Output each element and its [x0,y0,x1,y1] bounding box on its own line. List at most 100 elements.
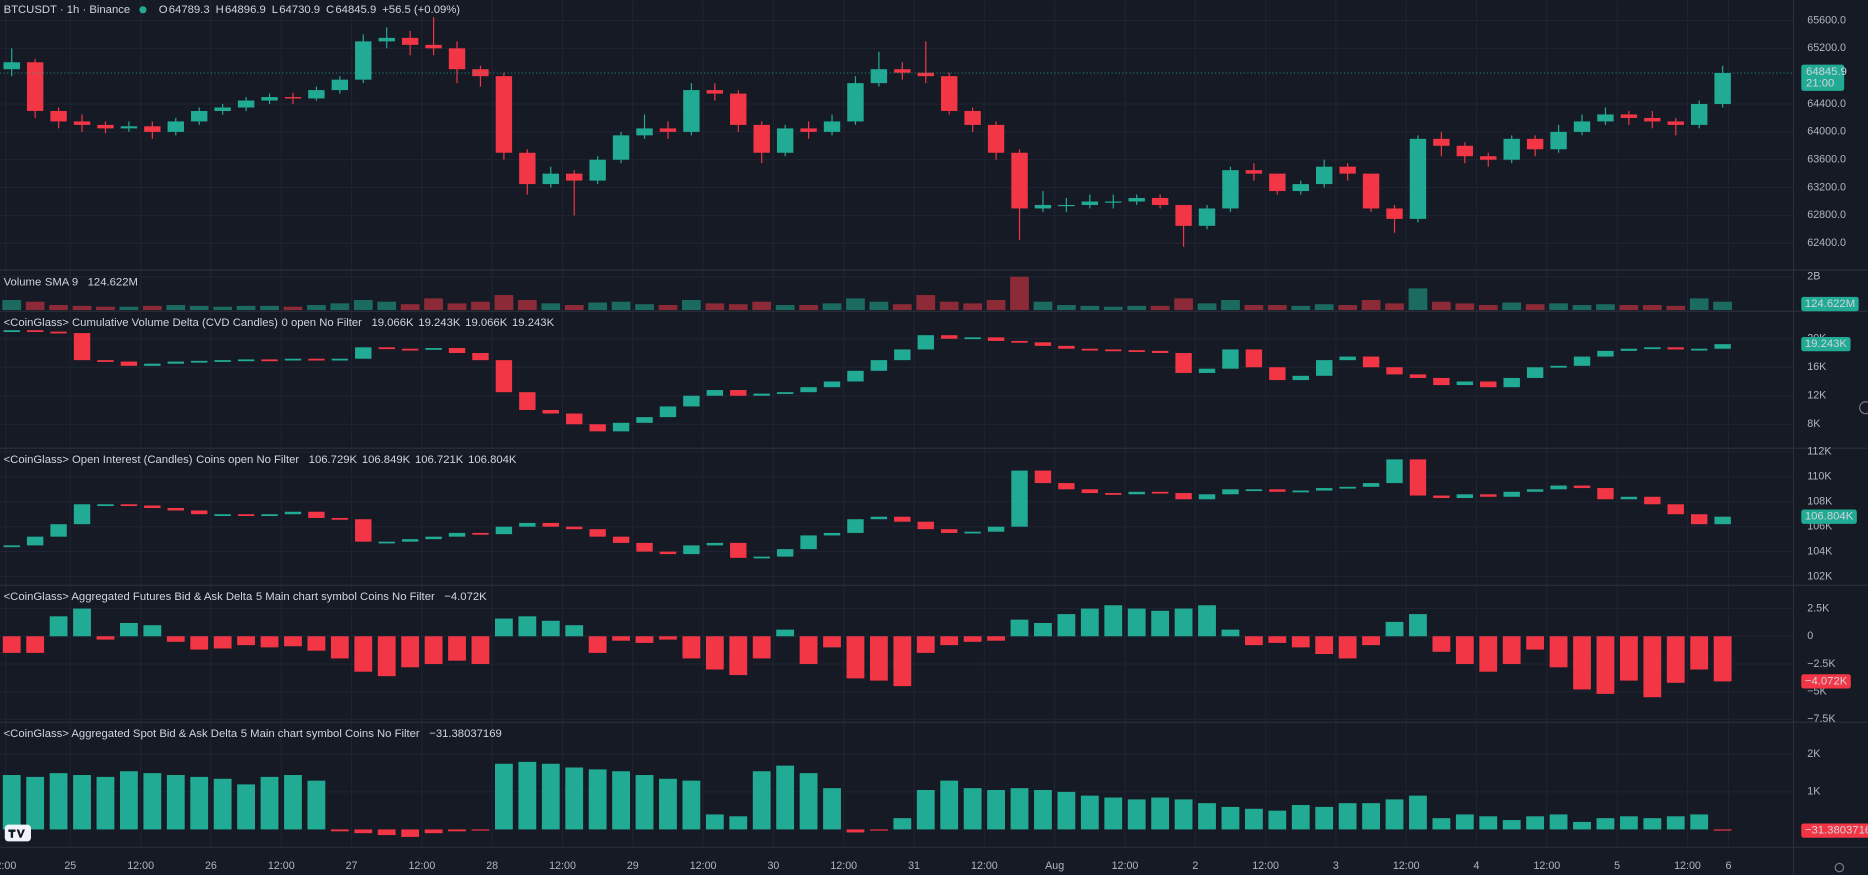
delta-bar [588,636,607,653]
x-tick-label: Aug [1045,860,1064,872]
settings-icon[interactable] [1834,862,1845,873]
delta-bar [846,829,865,833]
candle-body [1128,491,1145,495]
delta-bar [823,636,841,648]
candle-body [495,76,513,153]
volume-bar [1502,302,1522,311]
x-tick-label: 2:00 [0,860,16,872]
candle-body [284,358,302,361]
candle-body [1690,514,1708,525]
candle-body [1222,489,1239,495]
candle-body [1245,170,1263,174]
candle-body [472,532,489,535]
delta-bar [166,775,185,830]
delta-bar [659,778,677,830]
volume-bar [236,305,256,311]
pane-title: <CoinGlass> Aggregated Futures Bid & Ask… [4,591,253,603]
pane-title: <CoinGlass> Open Interest (Candles) [4,454,193,466]
delta-bar [1338,803,1357,830]
candle-body [97,360,114,362]
delta-bar [1479,816,1498,830]
candle-body [1644,496,1661,505]
delta-bar [96,776,115,830]
delta-bar [1080,608,1099,637]
candle-body [1222,170,1239,209]
last-price: 64845.9 [1806,66,1847,78]
candle-body [1081,348,1099,351]
volume-bar [353,300,373,311]
candle-body [355,41,372,80]
delta-bar [1549,814,1568,830]
delta-bar [1526,816,1545,830]
delta-bar [1432,818,1451,830]
delta-bar [1666,816,1685,830]
delta-bar [119,622,138,637]
volume-bar [1596,304,1615,311]
candle-body [847,519,864,533]
delta-bar [1198,605,1216,637]
candle-body [917,72,934,77]
x-tick-label: 12:00 [1112,860,1139,872]
ohlc-key: C [326,4,334,16]
x-tick-label: 26 [205,860,217,872]
candle-body [1667,347,1684,350]
legend-value: 106.729K [309,454,358,466]
candle-body [1151,350,1169,354]
side-handle[interactable] [1859,401,1868,415]
delta-bar [73,775,91,830]
price-change: +56.5 (+0.09%) [382,4,460,16]
delta-bar [1713,829,1732,831]
delta-bar [494,763,513,830]
delta-bar [330,636,349,659]
delta-bar [448,829,466,832]
candle-body [636,542,653,552]
legend-value: 106.804K [468,454,517,466]
pane-subtitle: 5 Main chart symbol Coins No Filter [256,591,435,603]
candle-body [1105,493,1122,495]
x-tick-label: 3 [1333,860,1339,872]
volume-bar [1432,301,1451,311]
candle-body [1034,470,1052,484]
candle-body [448,48,466,70]
candle-body [1034,342,1052,346]
candle-body [50,331,67,334]
delta-bar [1713,636,1732,682]
tv-logo[interactable] [4,824,31,842]
delta-bar [354,636,373,672]
y-tick-label: 102K [1807,570,1833,582]
candle-body [1245,349,1263,368]
candle-body [964,110,981,125]
delta-bar [1502,820,1521,830]
candle-body [964,531,981,534]
y-tick-label: 12K [1807,390,1827,402]
delta-bar [377,829,396,836]
legend-value: −4.072K [444,591,487,603]
candle-body [1456,145,1474,157]
delta-bar [213,778,232,830]
y-tick-label: 112K [1807,446,1832,458]
pane-subtitle: Coins open No Filter [196,454,299,466]
candle-body [800,128,817,132]
candle-body [917,335,934,350]
y-tick-label: 8K [1807,418,1821,430]
candle-body [1292,375,1309,381]
ohlc-key: L [272,4,278,16]
volume-bar [846,298,865,311]
delta-bar [893,636,912,687]
volume-bar [283,306,303,311]
candle-body [1526,138,1544,150]
delta-bar [330,829,349,832]
candle-body [495,360,513,393]
candle-body [214,514,231,517]
delta-bar [260,776,279,830]
sma-value: 124.622M [88,277,138,289]
candle-body [987,124,1005,153]
volume-bar [588,302,608,311]
volume-bar [447,303,467,311]
candle-body [97,504,114,507]
delta-bar [541,620,560,637]
delta-bar [448,636,466,661]
candle-body [1690,104,1708,125]
candle-body [776,549,794,557]
volume-bar [1689,298,1709,311]
